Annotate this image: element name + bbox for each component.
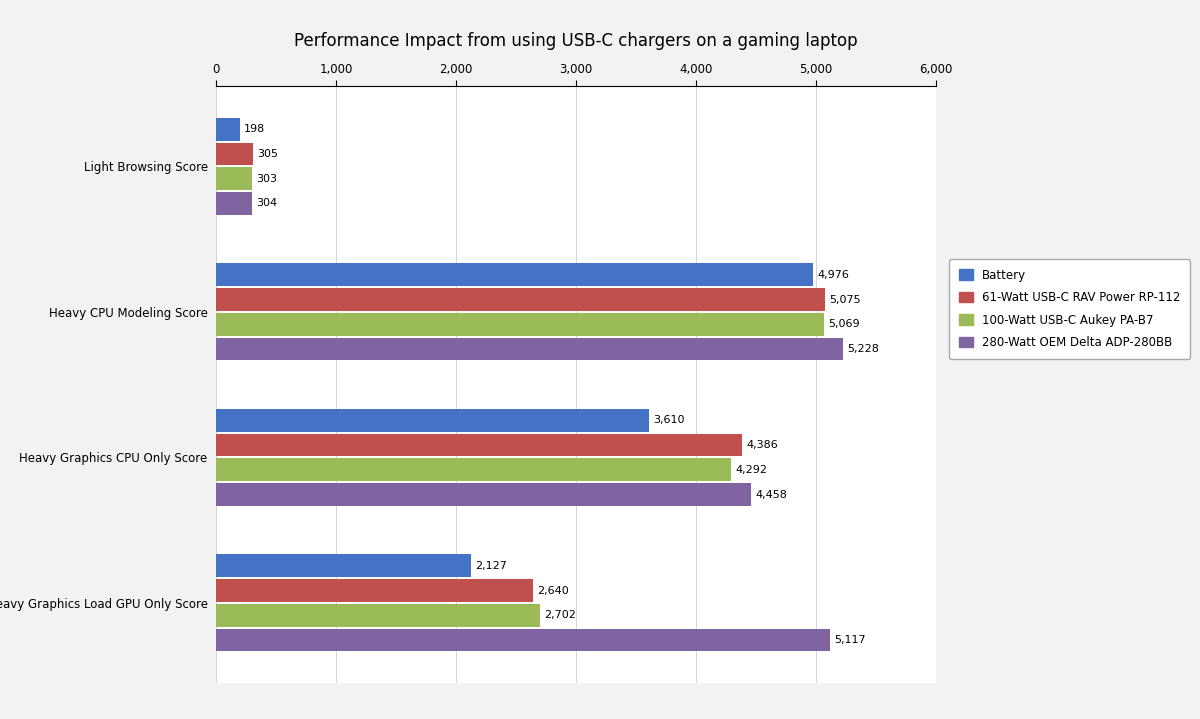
Bar [216,338,844,360]
Text: 2,640: 2,640 [538,585,569,595]
Bar [216,459,731,481]
Text: 5,069: 5,069 [828,319,860,329]
Text: 4,976: 4,976 [817,270,850,280]
Text: 5,228: 5,228 [847,344,880,354]
Bar [216,288,826,311]
Bar [216,118,240,141]
Text: 2,127: 2,127 [475,561,508,571]
Text: 303: 303 [257,174,277,184]
Bar [216,168,252,190]
Text: 5,117: 5,117 [834,635,866,645]
Bar [216,192,252,215]
Bar [216,483,751,506]
Title: Performance Impact from using USB-C chargers on a gaming laptop: Performance Impact from using USB-C char… [294,32,858,50]
Text: 198: 198 [244,124,265,134]
Bar [216,409,649,431]
Bar [216,628,830,651]
Text: 2,702: 2,702 [545,610,576,620]
Bar [216,313,824,336]
Legend: Battery, 61-Watt USB-C RAV Power RP-112, 100-Watt USB-C Aukey PA-B7, 280-Watt OE: Battery, 61-Watt USB-C RAV Power RP-112,… [949,260,1190,359]
Bar [216,142,253,165]
Bar [216,263,814,286]
Text: 3,610: 3,610 [653,416,685,426]
Text: 5,075: 5,075 [829,295,860,305]
Bar [216,434,743,457]
Text: 4,386: 4,386 [746,440,779,450]
Text: 305: 305 [257,149,278,159]
Text: 304: 304 [257,198,278,209]
Text: 4,292: 4,292 [736,464,767,475]
Text: 4,458: 4,458 [755,490,787,500]
Bar [216,580,533,602]
Bar [216,554,472,577]
Bar [216,604,540,627]
